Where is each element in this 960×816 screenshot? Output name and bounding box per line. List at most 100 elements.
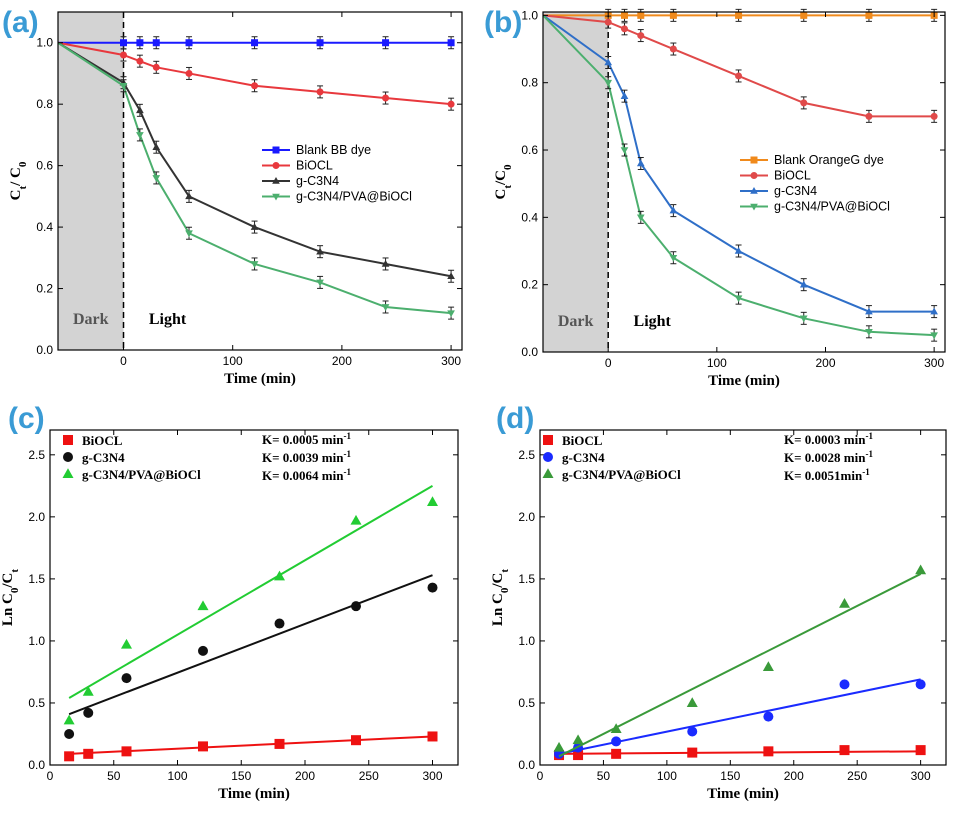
panel-a-plot: Dark Light 0 100 200 300 0.0 0.2 0.4 0.6 0.8 1.0 Tim… bbox=[8, 11, 463, 387]
panel-d: (d) 0 50 100 150 200 250 300 0.0 0.5 1.0 1.5 2.0 2.5… bbox=[490, 402, 947, 802]
y-tick-label: 1.5 bbox=[28, 572, 45, 586]
plot-frame bbox=[542, 11, 946, 353]
series-0 bbox=[64, 731, 438, 762]
x-tick-label: 0 bbox=[605, 356, 612, 370]
legend-marker bbox=[750, 203, 758, 211]
data-point bbox=[121, 638, 132, 649]
x-tick-label: 300 bbox=[441, 354, 461, 368]
x-tick-label: 200 bbox=[295, 769, 315, 783]
ylabel-text: / bbox=[8, 178, 24, 187]
data-point bbox=[152, 175, 161, 182]
ylabel-subscript: 0 bbox=[499, 587, 511, 593]
data-point bbox=[865, 307, 873, 315]
y-axis-label: Ct/ C0 bbox=[8, 161, 29, 200]
x-tick-label: 250 bbox=[359, 769, 379, 783]
light-label: Light bbox=[149, 311, 187, 328]
data-point bbox=[250, 261, 259, 268]
ylabel-subscript: 0 bbox=[502, 164, 514, 170]
data-point bbox=[152, 143, 161, 150]
series-0 bbox=[554, 745, 926, 761]
data-point bbox=[762, 661, 774, 671]
data-point bbox=[686, 697, 698, 707]
y-tick-label: 0.0 bbox=[518, 758, 535, 772]
legend-marker bbox=[62, 468, 74, 478]
data-point bbox=[64, 751, 75, 762]
data-point bbox=[800, 99, 808, 107]
legend-marker bbox=[750, 186, 758, 194]
y-tick-label: 0.8 bbox=[521, 76, 538, 90]
legend-label: BiOCL bbox=[296, 159, 333, 173]
x-axis-label: Time (min) bbox=[224, 371, 296, 387]
panel-label-a: (a) bbox=[2, 6, 39, 39]
data-point bbox=[185, 230, 193, 238]
y-tick-label: 0.4 bbox=[521, 210, 538, 224]
ylabel-text: C bbox=[490, 573, 506, 584]
data-point bbox=[274, 618, 285, 629]
x-tick-label: 300 bbox=[422, 769, 442, 783]
data-point bbox=[610, 723, 622, 734]
series-2 bbox=[542, 14, 938, 319]
data-point bbox=[197, 600, 209, 611]
dark-region bbox=[543, 12, 609, 352]
y-tick-label: 0.2 bbox=[36, 282, 53, 296]
y-tick-label: 0.0 bbox=[28, 758, 45, 772]
ylabel-subscript: t bbox=[17, 186, 29, 190]
data-point bbox=[121, 673, 132, 684]
data-point bbox=[611, 748, 622, 759]
legend-label: g-C3N4 bbox=[562, 450, 605, 465]
data-point bbox=[734, 246, 743, 254]
rate-superscript: -1 bbox=[343, 431, 351, 441]
data-point bbox=[185, 39, 193, 47]
x-tick-label: 200 bbox=[332, 354, 352, 368]
series-2 bbox=[553, 564, 927, 758]
rate-text: K= 0.0028 min bbox=[784, 450, 866, 465]
ylabel-text: / bbox=[490, 583, 506, 589]
legend-marker bbox=[543, 452, 553, 462]
legend: BiOCL g-C3N4 g-C3N4/PVA@BiOCl bbox=[62, 433, 201, 482]
data-point bbox=[447, 272, 455, 280]
data-point bbox=[839, 597, 850, 608]
rate-text: K= 0.0051min bbox=[784, 468, 863, 483]
data-point bbox=[447, 100, 455, 108]
legend-label: BiOCL bbox=[774, 169, 811, 183]
legend-marker bbox=[272, 146, 280, 154]
y-tick-label: 1.0 bbox=[521, 8, 538, 22]
data-point bbox=[865, 329, 873, 336]
x-tick-label: 150 bbox=[720, 769, 740, 783]
legend-marker bbox=[272, 162, 280, 169]
y-tick-label: 2.5 bbox=[518, 448, 535, 462]
data-point bbox=[763, 746, 774, 757]
data-point bbox=[637, 11, 645, 19]
data-point bbox=[447, 39, 455, 47]
legend-marker bbox=[542, 468, 554, 478]
data-point bbox=[800, 11, 808, 19]
data-point bbox=[427, 496, 438, 506]
panel-label-b: (b) bbox=[484, 6, 522, 39]
data-point bbox=[915, 564, 927, 575]
legend-marker bbox=[272, 193, 280, 201]
data-point bbox=[316, 39, 324, 47]
x-tick-label: 50 bbox=[107, 769, 121, 783]
data-point bbox=[351, 601, 361, 612]
legend-label: g-C3N4/PVA@BiOCl bbox=[82, 467, 201, 482]
plot-frame bbox=[49, 429, 459, 766]
data-point bbox=[316, 279, 324, 287]
data-point bbox=[447, 310, 455, 318]
legend: BiOCL g-C3N4 g-C3N4/PVA@BiOCl bbox=[542, 433, 681, 482]
legend-label: g-C3N4/PVA@BiOCl bbox=[562, 467, 681, 482]
data-point bbox=[350, 514, 362, 525]
data-point bbox=[427, 731, 438, 742]
fit-line bbox=[558, 573, 922, 758]
ylabel-subscript: t bbox=[499, 569, 511, 573]
data-point bbox=[120, 51, 128, 59]
x-axis-label: Time (min) bbox=[218, 786, 290, 802]
data-point bbox=[427, 582, 438, 593]
x-tick-label: 0 bbox=[47, 769, 54, 783]
fit-line bbox=[68, 574, 433, 716]
data-point bbox=[136, 57, 144, 65]
legend-label: BiOCL bbox=[82, 433, 123, 448]
data-point bbox=[930, 332, 938, 340]
y-tick-label: 1.0 bbox=[36, 36, 53, 50]
